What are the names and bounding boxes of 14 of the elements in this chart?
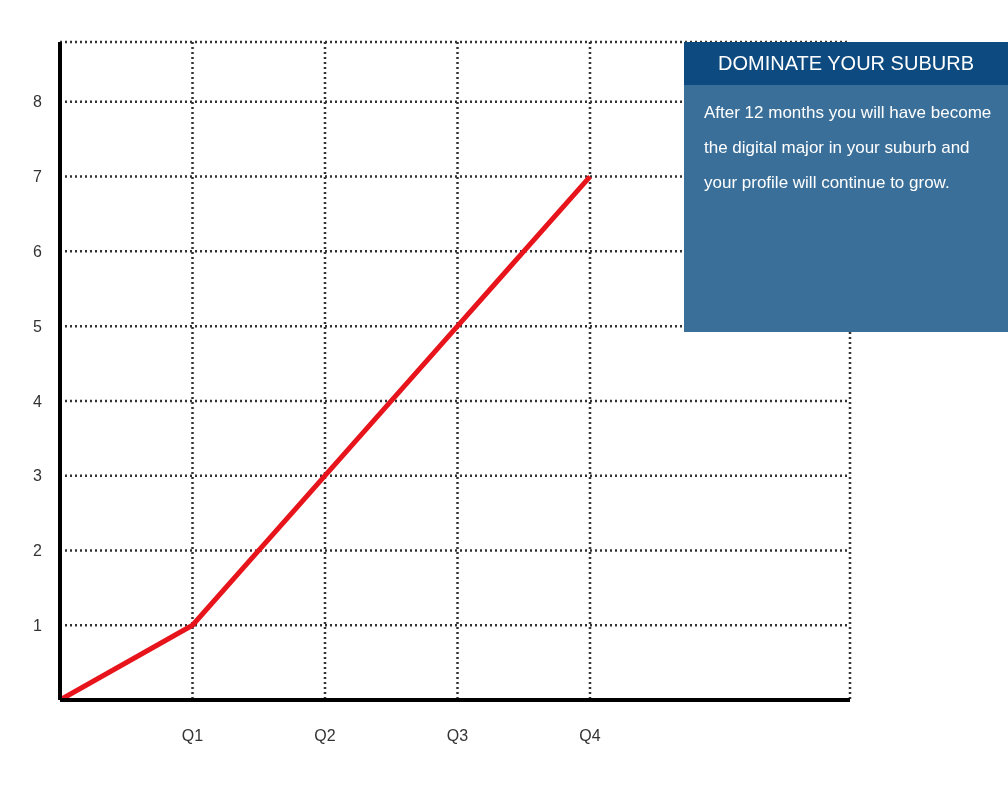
text: After 12 months you will have become the digital major in your suburb and your profile will continue to grow. [703,102,993,194]
x-tick-label: Q1 [181,727,204,745]
y-tick-label: 5 [33,317,43,335]
y-tick-label: 2 [33,542,43,560]
x-tick-label: Q3 [446,727,469,745]
x-tick-label: Q2 [314,727,336,745]
y-tick-label: 3 [33,467,43,485]
x-tick-label: Q4 [579,727,601,745]
text: DOMINATE YOUR SUBURB [684,42,1008,85]
y-tick-label: 7 [33,168,43,186]
y-tick-label: 1 [33,616,43,634]
y-tick-label: 4 [33,392,43,410]
y-tick-label: 8 [33,93,43,111]
y-tick-label: 6 [33,243,43,261]
